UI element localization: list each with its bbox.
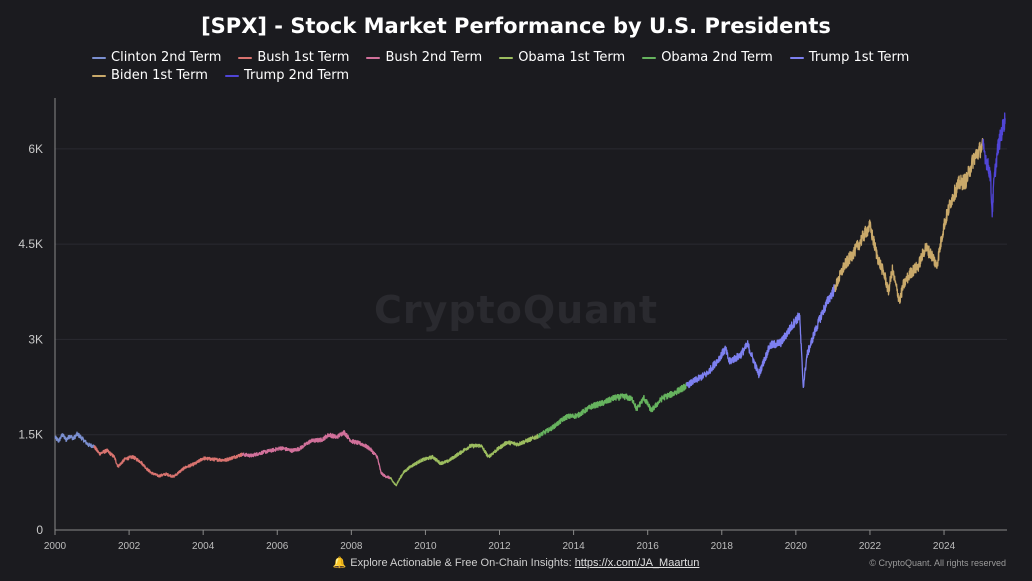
legend-item[interactable]: Obama 2nd Term (642, 50, 773, 66)
legend-label: Bush 2nd Term (385, 50, 483, 65)
legend-label: Clinton 2nd Term (111, 50, 222, 65)
legend-item[interactable]: Obama 1st Term (499, 50, 625, 66)
x-tick-label: 2004 (192, 541, 215, 552)
axes: 0 1.5K 3K 4.5K 6K 2000 2002 2004 2006 2008 2010 201… (18, 98, 1007, 552)
series-line-clinton-2nd-term (54, 431, 95, 449)
y-tick-label: 6K (28, 142, 43, 156)
legend-swatch (499, 57, 514, 59)
legend-label: Obama 2nd Term (661, 50, 773, 65)
legend: Clinton 2nd Term Bush 1st Term Bush 2nd Te… (92, 50, 972, 84)
series-line-obama-2nd-term (537, 382, 688, 438)
legend-label: Biden 1st Term (111, 68, 208, 83)
series-lines (54, 112, 1006, 487)
x-tick-label: 2014 (562, 541, 585, 552)
y-tick-label: 0 (36, 523, 43, 537)
watermark: CryptoQuant (373, 288, 659, 332)
series-line-trump-1st-term (685, 284, 836, 389)
x-tick-label: 2012 (488, 541, 511, 552)
x-tick-label: 2006 (266, 541, 289, 552)
footer-link[interactable]: https://x.com/JA_Maartun (574, 557, 700, 569)
x-tick-label: 2022 (859, 541, 882, 552)
x-tick-label: 2018 (711, 541, 734, 552)
series-line-biden-1st-term (834, 137, 984, 304)
y-tick-label: 3K (28, 332, 43, 346)
legend-swatch (789, 57, 804, 59)
legend-label: Trump 2nd Term (243, 68, 350, 83)
legend-swatch (224, 75, 239, 77)
series-line-bush-2nd-term (241, 430, 391, 480)
bell-icon: 🔔 (332, 557, 347, 569)
legend-swatch (92, 57, 106, 59)
y-tick-label: 4.5K (18, 237, 43, 251)
legend-swatch (366, 57, 381, 59)
legend-label: Obama 1st Term (518, 50, 626, 65)
series-line-trump-2nd-term (982, 112, 1006, 218)
legend-label: Bush 1st Term (257, 50, 350, 65)
x-tick-label: 2024 (933, 541, 956, 552)
footer: 🔔 Explore Actionable & Free On-Chain Insi… (0, 556, 1032, 569)
x-tick-label: 2016 (637, 541, 660, 552)
legend-swatch (92, 75, 106, 77)
x-tick-label: 2020 (785, 541, 808, 552)
legend-item[interactable]: Bush 1st Term (238, 50, 349, 66)
grid-lines (55, 148, 1007, 436)
legend-item[interactable]: Trump 1st Term (789, 50, 910, 66)
copyright-notice: © CryptoQuant. All rights reserved (869, 558, 1006, 568)
x-tick-label: 2002 (118, 541, 141, 552)
series-line-bush-1st-term (93, 445, 243, 478)
x-tick-label: 2000 (44, 541, 67, 552)
chart-title: [SPX] - Stock Market Performance by U.S.… (201, 14, 831, 38)
legend-item[interactable]: Bush 2nd Term (366, 50, 482, 66)
x-tick-label: 2010 (414, 541, 437, 552)
legend-item[interactable]: Clinton 2nd Term (92, 50, 221, 66)
y-tick-label: 1.5K (18, 428, 43, 442)
legend-item[interactable]: Trump 2nd Term (224, 68, 350, 84)
legend-swatch (642, 57, 657, 59)
legend-label: Trump 1st Term (808, 50, 910, 65)
series-line-obama-1st-term (389, 433, 540, 487)
x-tick-label: 2008 (340, 541, 363, 552)
legend-item[interactable]: Biden 1st Term (92, 68, 208, 84)
legend-swatch (238, 57, 253, 59)
footer-text: Explore Actionable & Free On-Chain Insig… (350, 557, 572, 569)
